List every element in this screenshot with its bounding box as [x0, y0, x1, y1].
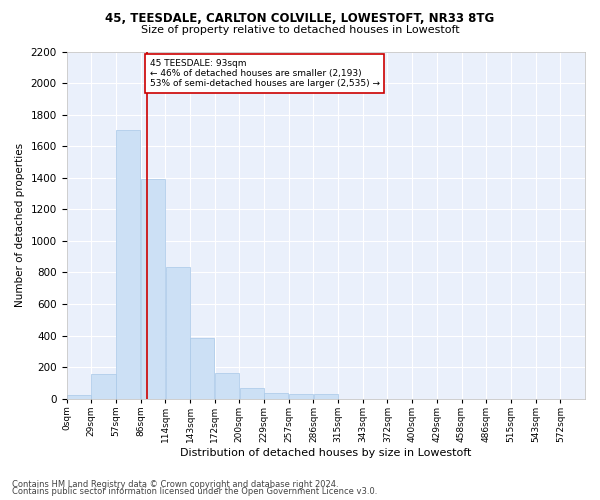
Bar — [141, 180, 165, 398]
Y-axis label: Number of detached properties: Number of detached properties — [15, 143, 25, 307]
Bar — [289, 394, 313, 398]
Bar — [67, 396, 91, 398]
Bar — [166, 267, 190, 398]
Bar — [264, 392, 289, 398]
Text: 45, TEESDALE, CARLTON COLVILLE, LOWESTOFT, NR33 8TG: 45, TEESDALE, CARLTON COLVILLE, LOWESTOF… — [106, 12, 494, 26]
X-axis label: Distribution of detached houses by size in Lowestoft: Distribution of detached houses by size … — [180, 448, 472, 458]
Text: Contains public sector information licensed under the Open Government Licence v3: Contains public sector information licen… — [12, 487, 377, 496]
Bar — [215, 372, 239, 398]
Bar — [239, 388, 264, 398]
Text: Contains HM Land Registry data © Crown copyright and database right 2024.: Contains HM Land Registry data © Crown c… — [12, 480, 338, 489]
Bar — [190, 338, 214, 398]
Bar — [91, 374, 116, 398]
Bar — [116, 130, 140, 398]
Text: 45 TEESDALE: 93sqm
← 46% of detached houses are smaller (2,193)
53% of semi-deta: 45 TEESDALE: 93sqm ← 46% of detached hou… — [149, 58, 380, 88]
Bar — [314, 394, 338, 398]
Text: Size of property relative to detached houses in Lowestoft: Size of property relative to detached ho… — [140, 25, 460, 35]
